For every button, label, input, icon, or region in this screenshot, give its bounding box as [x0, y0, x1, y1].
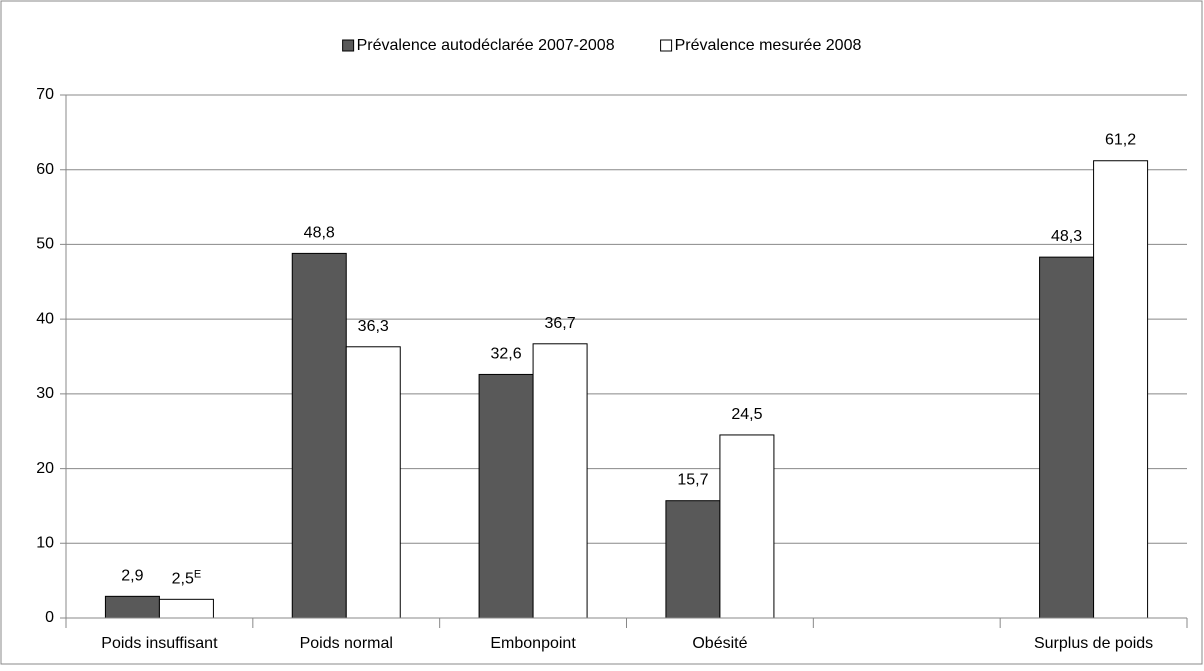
- value-label: 2,9: [121, 568, 143, 585]
- legend-swatch: [342, 39, 355, 52]
- value-label: 36,7: [545, 315, 576, 332]
- x-tick-label: Embonpoint: [490, 635, 576, 652]
- value-label-text: 2,5: [172, 571, 194, 588]
- value-label: 24,5: [731, 406, 762, 423]
- value-label-flag: E: [194, 568, 201, 580]
- value-label: 2,5E: [172, 568, 202, 587]
- x-tick-label: Poids insuffisant: [101, 635, 218, 652]
- value-label-text: 61,2: [1105, 132, 1136, 149]
- value-label-text: 15,7: [677, 472, 708, 489]
- legend-swatch: [660, 39, 673, 52]
- value-label-text: 48,8: [304, 225, 335, 242]
- bar: [291, 252, 347, 619]
- value-label: 48,8: [304, 225, 335, 242]
- bar: [478, 373, 534, 619]
- value-label-text: 36,7: [545, 315, 576, 332]
- value-label-text: 48,3: [1051, 228, 1082, 245]
- y-tick-label: 50: [36, 236, 54, 253]
- x-tick-label: Poids normal: [300, 635, 393, 652]
- bar: [719, 434, 775, 619]
- bar: [532, 343, 588, 619]
- y-tick-label: 0: [45, 609, 54, 626]
- legend-label: Prévalence autodéclarée 2007-2008: [357, 37, 615, 54]
- value-label: 36,3: [358, 318, 389, 335]
- bar: [345, 346, 401, 619]
- y-tick-label: 60: [36, 161, 54, 178]
- value-label-text: 36,3: [358, 318, 389, 335]
- legend-label: Prévalence mesurée 2008: [675, 37, 862, 54]
- value-label: 48,3: [1051, 228, 1082, 245]
- bar: [104, 595, 160, 619]
- value-label-text: 2,9: [121, 568, 143, 585]
- bar: [665, 500, 721, 619]
- value-label-text: 24,5: [731, 406, 762, 423]
- y-tick-label: 40: [36, 310, 54, 327]
- bar: [158, 598, 214, 619]
- bar: [1039, 256, 1095, 619]
- y-tick-label: 70: [36, 86, 54, 103]
- value-label: 15,7: [677, 472, 708, 489]
- value-label: 61,2: [1105, 132, 1136, 149]
- value-label: 32,6: [491, 346, 522, 363]
- value-label-text: 32,6: [491, 346, 522, 363]
- y-tick-label: 30: [36, 385, 54, 402]
- x-tick-label: Surplus de poids: [1034, 635, 1153, 652]
- legend: Prévalence autodéclarée 2007-2008 Prévale…: [342, 37, 862, 54]
- bar: [1093, 160, 1149, 619]
- y-tick-label: 20: [36, 460, 54, 477]
- y-tick-label: 10: [36, 535, 54, 552]
- x-tick-label: Obésité: [692, 635, 747, 652]
